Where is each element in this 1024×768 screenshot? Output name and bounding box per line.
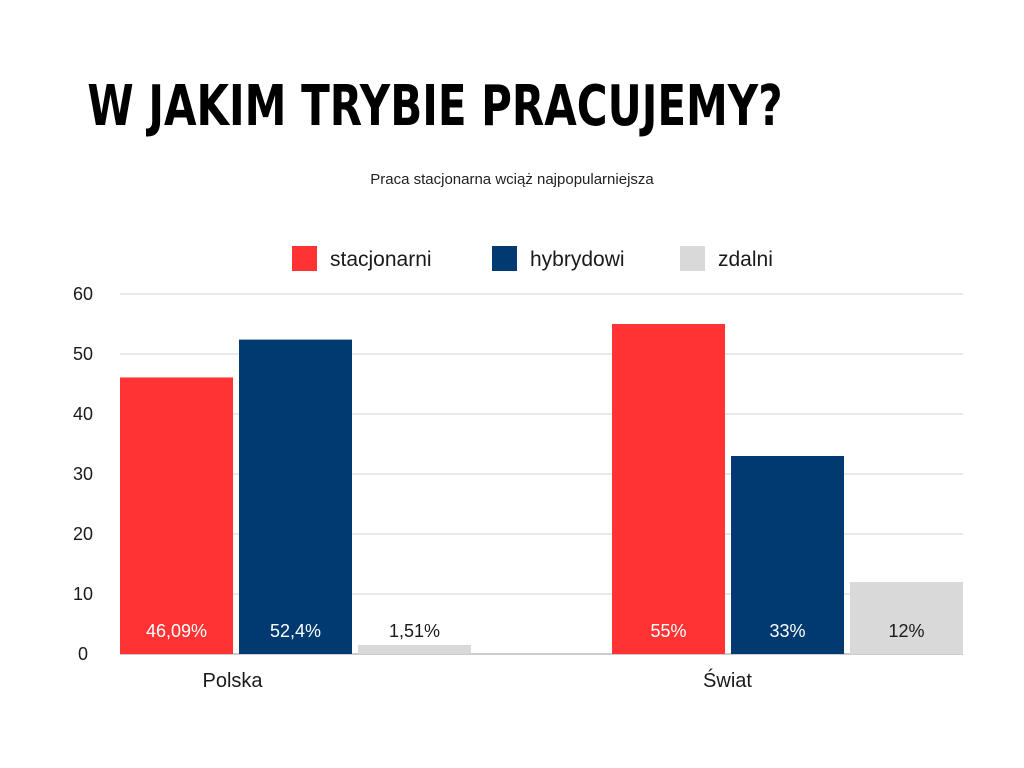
y-tick-label: 50 bbox=[73, 344, 93, 364]
data-label-hybrydowi: 33% bbox=[769, 621, 805, 641]
legend-label-stacjonarni: stacjonarni bbox=[330, 248, 432, 271]
data-label-stacjonarni: 46,09% bbox=[146, 621, 207, 641]
data-label-hybrydowi: 52,4% bbox=[270, 621, 321, 641]
legend-swatch-hybrydowi bbox=[492, 246, 517, 271]
x-category-label: Świat bbox=[703, 668, 752, 692]
bar-hybrydowi-2 bbox=[731, 456, 844, 654]
data-labels: 46,09% 52,4% 1,51% 55% 33% 12% bbox=[146, 621, 925, 641]
x-category-label: Polska bbox=[202, 670, 263, 692]
data-label-stacjonarni: 55% bbox=[650, 621, 686, 641]
chart-title: W JAKIM TRYBIE PRACUJEMY? bbox=[87, 74, 783, 139]
x-axis: Polska Świat bbox=[202, 668, 752, 692]
y-tick-label: 10 bbox=[73, 584, 93, 604]
y-tick-label: 60 bbox=[73, 284, 93, 304]
legend: stacjonarni hybrydowi zdalni bbox=[292, 246, 773, 271]
legend-label-hybrydowi: hybrydowi bbox=[530, 248, 625, 271]
data-label-zdalni: 1,51% bbox=[389, 621, 440, 641]
y-tick-label: 30 bbox=[73, 464, 93, 484]
y-axis: 0 10 20 30 40 50 60 bbox=[73, 284, 93, 664]
bar-zdalni-2 bbox=[850, 582, 963, 654]
chart-subtitle: Praca stacjonarna wciąż najpopularniejsz… bbox=[370, 171, 654, 188]
y-tick-label: 0 bbox=[78, 644, 88, 664]
y-tick-label: 20 bbox=[73, 524, 93, 544]
data-label-zdalni: 12% bbox=[888, 621, 924, 641]
legend-swatch-stacjonarni bbox=[292, 246, 317, 271]
bar-stacjonarni-2 bbox=[612, 324, 725, 654]
legend-swatch-zdalni bbox=[680, 246, 705, 271]
bars bbox=[120, 324, 963, 654]
y-tick-label: 40 bbox=[73, 404, 93, 424]
bar-zdalni-1 bbox=[358, 644, 471, 654]
bar-hybrydowi-1 bbox=[239, 339, 352, 654]
legend-label-zdalni: zdalni bbox=[718, 248, 773, 271]
bar-stacjonarni-1 bbox=[120, 377, 233, 654]
